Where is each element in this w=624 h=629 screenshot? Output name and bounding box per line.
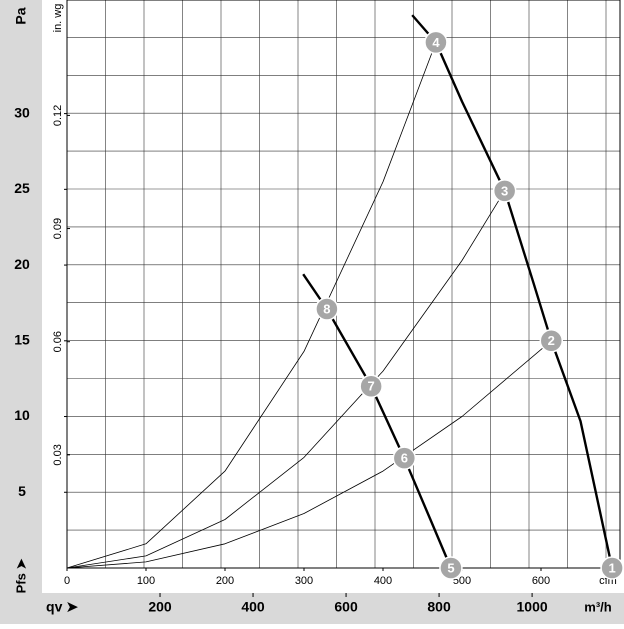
- x-axis-name: qv ➤: [46, 599, 78, 615]
- y2-tick-label: 0.09: [52, 218, 64, 239]
- y-tick-label: 15: [14, 332, 30, 348]
- bottom-band: [0, 593, 624, 624]
- y-tick-label: 10: [14, 407, 30, 423]
- x2-tick-label: 800: [427, 599, 451, 615]
- operating-point: [600, 556, 624, 580]
- y2-label: in. wg: [52, 4, 64, 33]
- operating-point: [392, 446, 417, 470]
- y2-tick-label: 0.12: [52, 105, 64, 126]
- operating-point-label: 3: [501, 183, 508, 198]
- operating-point: [492, 179, 517, 203]
- x2-tick-label: 200: [148, 599, 172, 615]
- curve: [66, 190, 506, 569]
- operating-point: [539, 329, 564, 353]
- x2-tick-label: 400: [241, 599, 265, 615]
- operating-point-label: 6: [401, 451, 408, 466]
- curve: [66, 42, 437, 569]
- x2-label: m³/h: [584, 599, 612, 614]
- x-tick-label: 0: [64, 575, 70, 587]
- operating-point: [359, 374, 383, 398]
- y-tick-label: 30: [14, 104, 30, 120]
- operating-point-label: 4: [432, 35, 440, 50]
- operating-point-label: 8: [323, 301, 330, 316]
- x-tick-label: 200: [216, 575, 234, 587]
- operating-point: [439, 556, 463, 580]
- y-tick-label: 25: [14, 180, 30, 196]
- operating-point: [315, 297, 339, 321]
- y2-tick-label: 0.03: [52, 444, 64, 465]
- x2-tick-label: 600: [334, 599, 358, 615]
- left-band: [0, 0, 42, 624]
- curve: [66, 340, 552, 569]
- operating-point: [424, 30, 448, 55]
- x-tick-label: 600: [532, 575, 550, 587]
- grid: [67, 0, 620, 568]
- operating-point-label: 7: [368, 379, 375, 394]
- x-tick-label: 300: [295, 575, 313, 587]
- operating-point-label: 2: [548, 333, 555, 348]
- y-tick-label: 20: [14, 256, 30, 272]
- x-tick-label: 400: [374, 575, 392, 587]
- y-tick-label: 5: [18, 483, 26, 499]
- x-tick-label: 500: [453, 575, 471, 587]
- operating-point-label: 1: [608, 560, 615, 575]
- y-label: Pa: [13, 7, 29, 24]
- y-axis-name: Pfs ➤: [13, 559, 28, 594]
- x2-tick-label: 1000: [517, 599, 548, 615]
- x-tick-label: 100: [137, 575, 155, 587]
- plot-frame: [66, 0, 621, 569]
- y2-tick-label: 0.06: [52, 331, 64, 352]
- operating-point-label: 5: [447, 560, 454, 575]
